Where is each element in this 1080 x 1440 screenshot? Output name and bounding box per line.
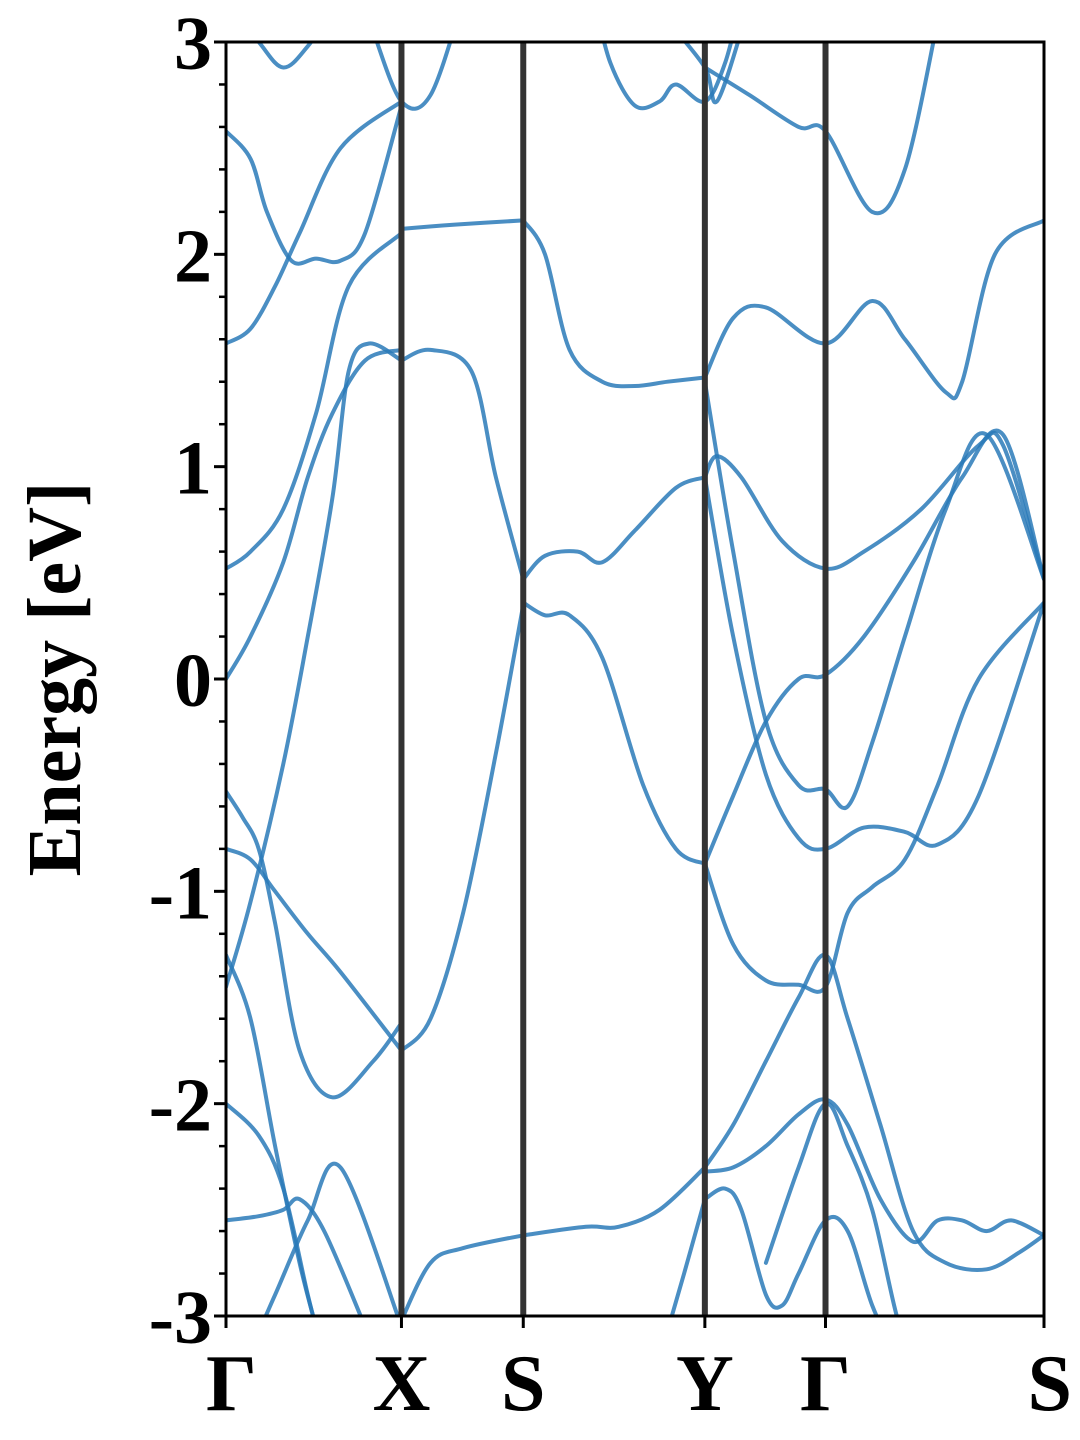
- y-tick-label: -1: [149, 851, 212, 935]
- band-line-30: [702, 428, 1044, 866]
- x-tick-label-1: Γ: [206, 1340, 257, 1428]
- band-line-31: [702, 1097, 1044, 1244]
- band-line-24: [702, 42, 936, 216]
- band-line-4: [226, 953, 316, 1316]
- band-line-5: [226, 789, 404, 1100]
- band-line-18: [521, 218, 707, 389]
- band-line-15: [399, 347, 526, 582]
- y-axis-ticks: 3 2 1 0 -1 -2 -3: [149, 2, 226, 1360]
- band-line-29: [702, 600, 1044, 994]
- y-tick-label: -2: [149, 1064, 212, 1148]
- band-line-14: [399, 218, 526, 231]
- band-line-34: [669, 1197, 707, 1316]
- band-line-7: [226, 341, 404, 989]
- band-line-9: [226, 231, 404, 571]
- band-line-26: [702, 430, 1044, 582]
- band-line-16: [399, 602, 526, 1053]
- band-line-17: [401, 1233, 526, 1316]
- band-line-8: [226, 347, 404, 681]
- band-line-13: [374, 42, 453, 111]
- y-tick-label: 1: [174, 427, 212, 511]
- band-line-33: [702, 1186, 879, 1316]
- band-line-11: [226, 103, 404, 266]
- band-line-32: [702, 952, 1044, 1272]
- band-line-2: [226, 1196, 363, 1316]
- y-tick-label: 0: [174, 639, 212, 723]
- band-line-12: [256, 42, 314, 70]
- x-tick-label-6: S: [1028, 1340, 1073, 1428]
- band-line-21: [521, 1165, 707, 1238]
- y-axis-label: Energy [eV]: [13, 482, 97, 877]
- y-tick-label: 3: [174, 2, 212, 86]
- y-tick-label: 2: [174, 214, 212, 298]
- band-line-1: [263, 1162, 400, 1316]
- y-tick-label: -3: [149, 1276, 212, 1360]
- band-line-35: [763, 1101, 899, 1316]
- high-symmetry-lines: [398, 42, 829, 1316]
- band-line-25: [702, 218, 1044, 401]
- x-tick-label-5: Γ: [800, 1340, 851, 1428]
- band-line-10: [226, 99, 404, 346]
- band-line-19: [521, 475, 707, 582]
- x-tick-label-3: S: [501, 1340, 546, 1428]
- x-tick-label-2: X: [373, 1340, 431, 1428]
- band-lines: [226, 42, 1044, 1316]
- band-line-28: [702, 475, 1044, 852]
- plot-frame: [224, 40, 1046, 1318]
- band-line-27: [702, 379, 1044, 811]
- x-tick-label-4: Y: [676, 1340, 734, 1428]
- band-line-20: [521, 600, 707, 866]
- band-line-22: [601, 42, 734, 111]
- band-line-6: [226, 846, 404, 1053]
